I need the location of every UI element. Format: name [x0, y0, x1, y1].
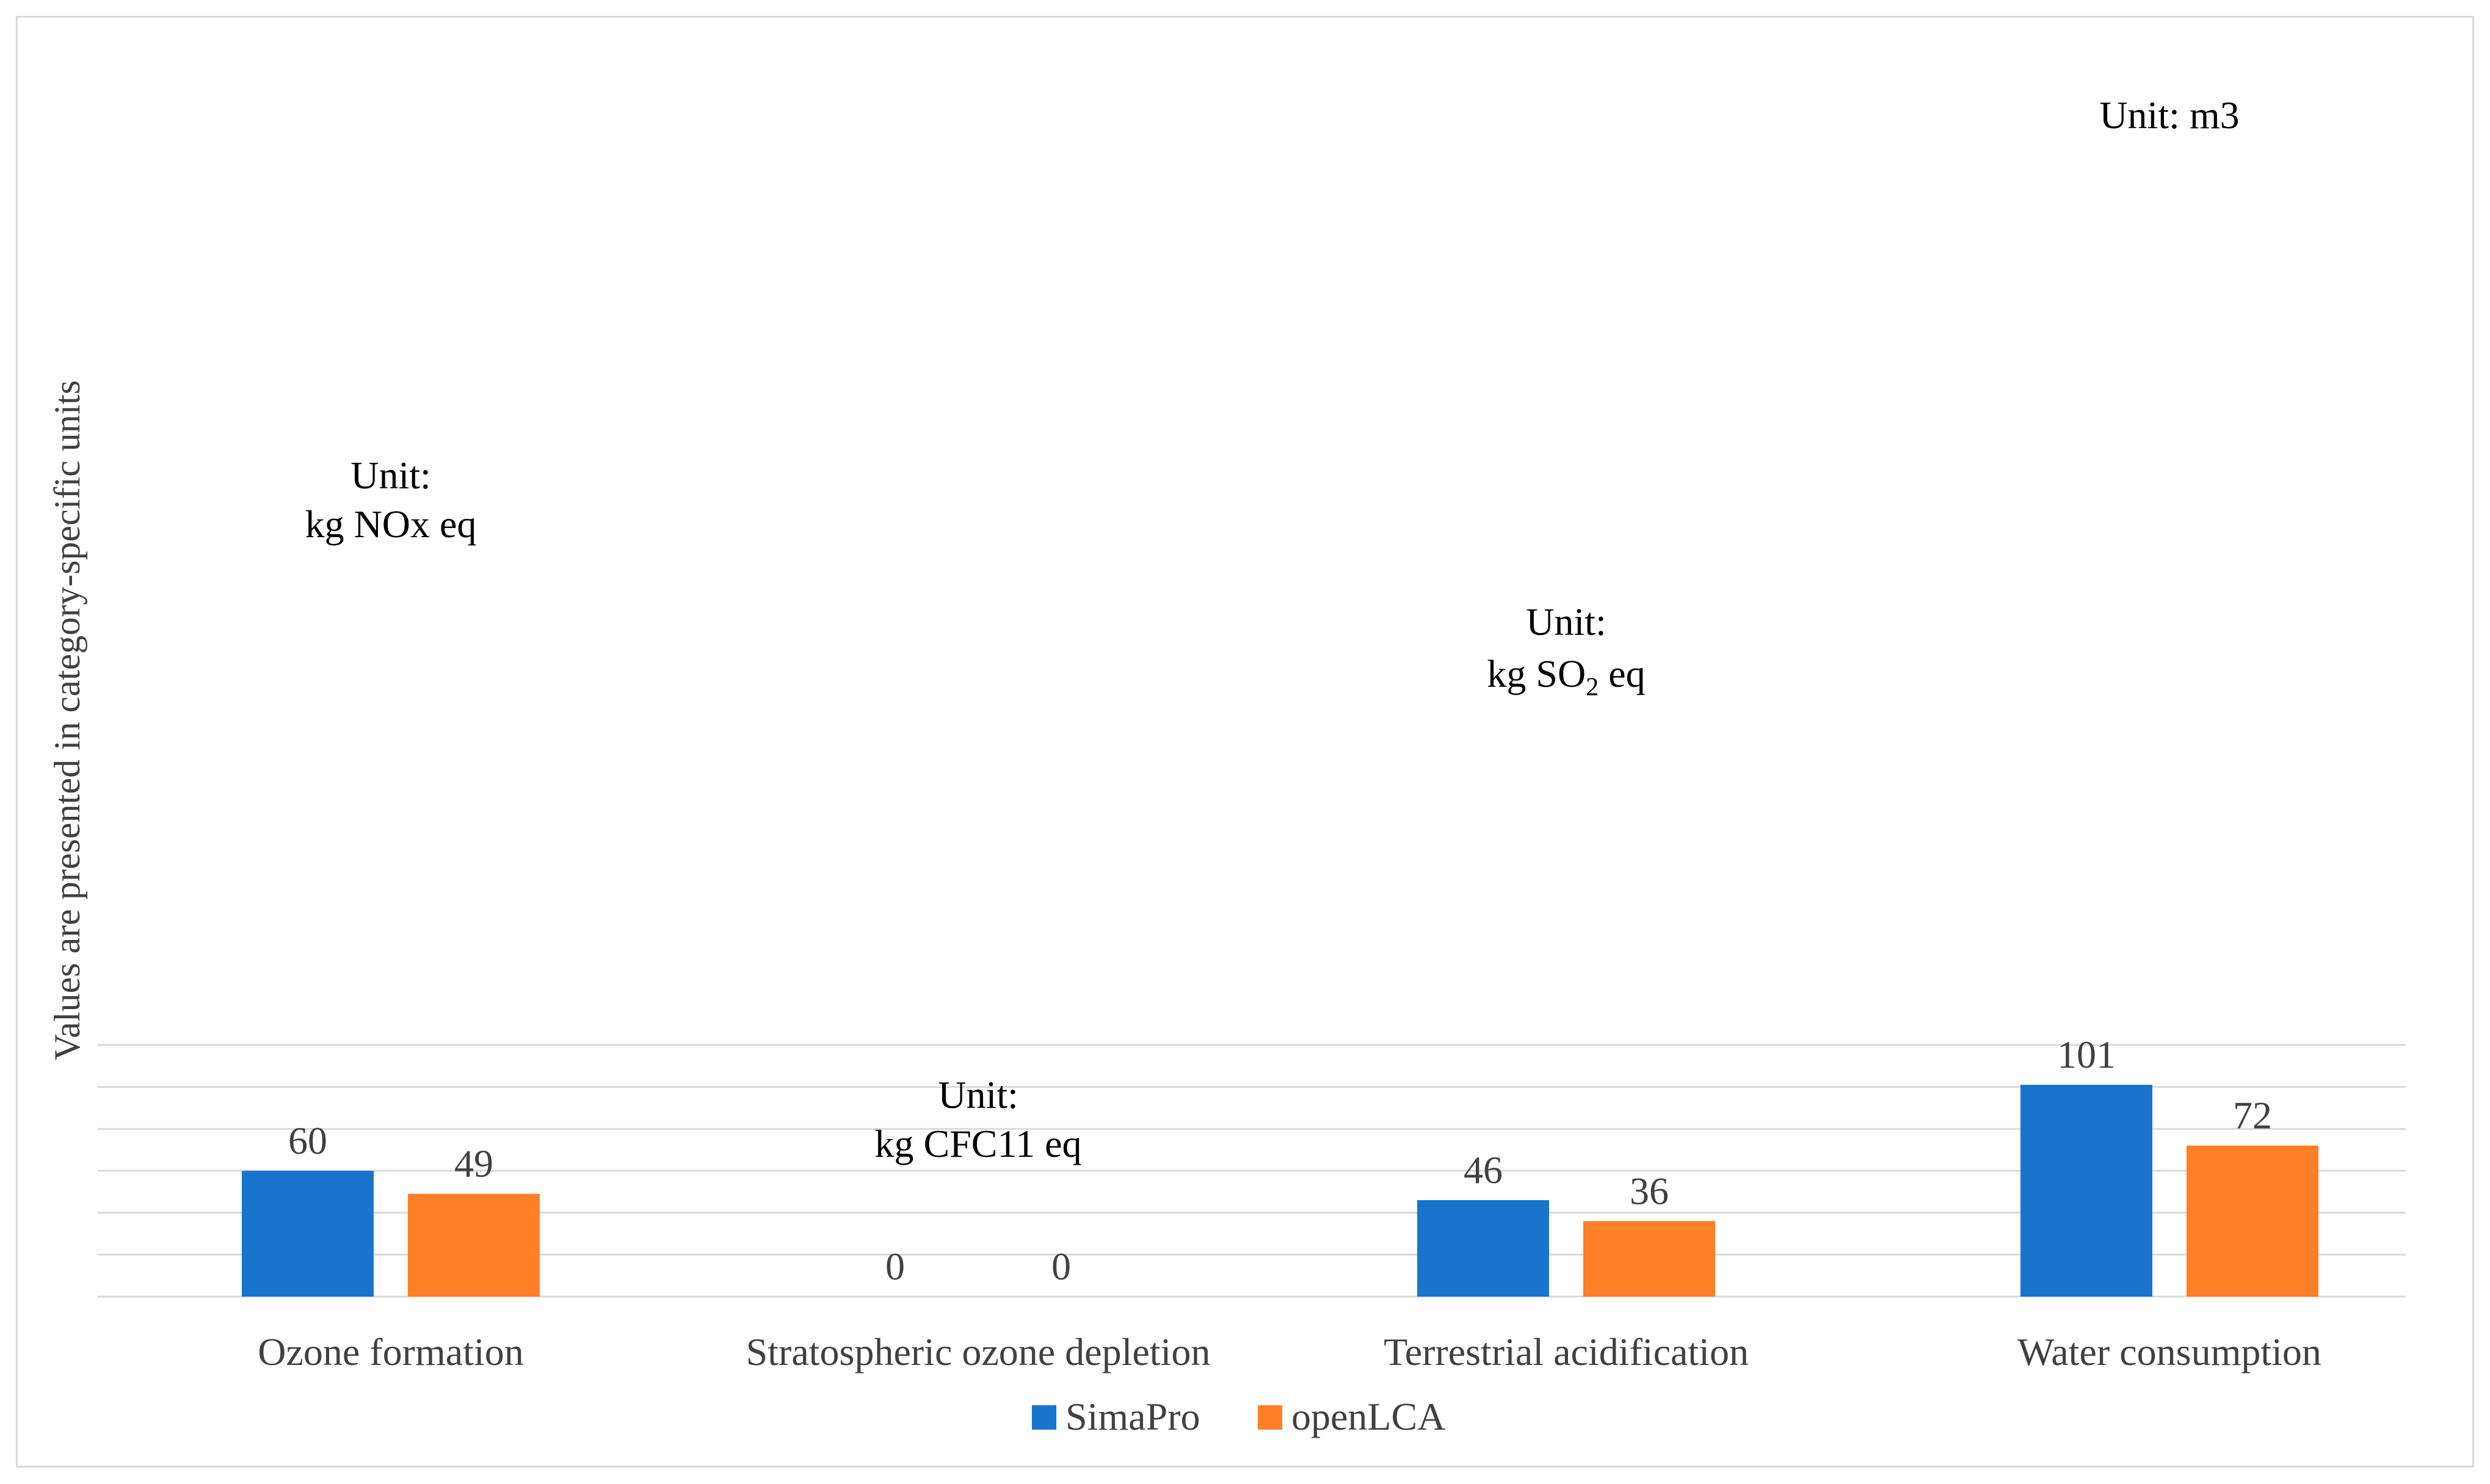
legend-item-simapro: SimaPro	[1032, 1395, 1200, 1438]
unit-label: Unit: m3	[2099, 93, 2239, 137]
bar-openlca	[2187, 1145, 2318, 1297]
bar-openlca	[1583, 1221, 1715, 1297]
data-label: 49	[454, 1142, 493, 1185]
category-label: Water consumption	[2017, 1330, 2321, 1374]
bar-openlca	[408, 1193, 540, 1297]
bars	[242, 1085, 2318, 1297]
unit-value: kg CFC11 eq	[875, 1122, 1082, 1165]
unit-value: kg SO2 eq	[1487, 652, 1645, 701]
data-label: 101	[2057, 1033, 2116, 1076]
data-label: 0	[885, 1245, 905, 1288]
bar-simapro	[242, 1170, 374, 1297]
y-axis-label: Values are presented in category-specifi…	[47, 380, 87, 1061]
category-label: Stratospheric ozone depletion	[746, 1330, 1211, 1374]
data-label: 72	[2233, 1094, 2272, 1137]
category-labels: Ozone formation Stratospheric ozone deple…	[258, 1330, 2321, 1374]
bar-simapro	[1417, 1200, 1549, 1297]
unit-label: Unit:	[350, 454, 431, 497]
legend: SimaPro openLCA	[1032, 1395, 1445, 1438]
unit-value: kg NOx eq	[305, 502, 477, 546]
legend-swatch	[1032, 1405, 1056, 1430]
value-labels: 60 0 46 101 49 0 36 72	[288, 1033, 2272, 1288]
data-label: 36	[1630, 1169, 1669, 1212]
legend-label: SimaPro	[1065, 1395, 1200, 1438]
category-label: Ozone formation	[258, 1330, 523, 1374]
category-label: Terrestrial acidification	[1384, 1330, 1749, 1374]
unit-label: Unit:	[1526, 600, 1606, 643]
data-label: 46	[1464, 1148, 1503, 1192]
bar-simapro	[2020, 1085, 2152, 1297]
unit-annotations: Unit: kg NOx eq Unit: kg CFC11 eq Unit: kg SO…	[305, 93, 2240, 1165]
data-label: 0	[1051, 1245, 1071, 1288]
unit-label: Unit:	[938, 1073, 1018, 1117]
data-label: 60	[288, 1119, 327, 1162]
legend-item-openlca: openLCA	[1258, 1395, 1445, 1438]
legend-label: openLCA	[1291, 1395, 1445, 1438]
legend-swatch	[1258, 1405, 1282, 1430]
